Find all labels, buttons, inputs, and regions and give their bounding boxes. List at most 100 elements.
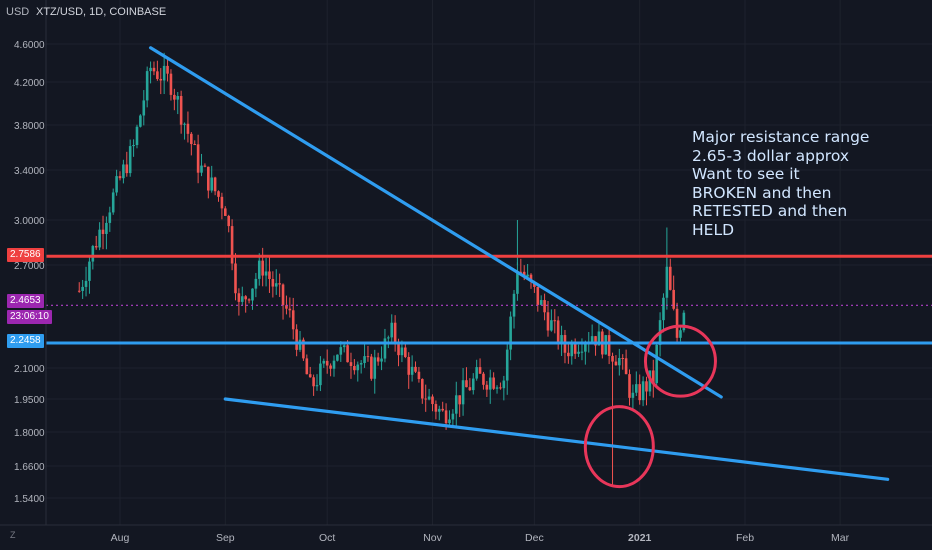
candle-body (370, 356, 373, 379)
candle-body (509, 316, 512, 350)
candle-body (505, 349, 509, 381)
candle-body (132, 144, 135, 147)
candle-body (448, 419, 451, 424)
candle-body (488, 377, 492, 390)
candle-body (336, 354, 339, 361)
candle-body (550, 320, 553, 331)
candle-body (173, 94, 176, 100)
candle-body (322, 360, 326, 364)
candle-body (465, 380, 468, 388)
candle-body (139, 115, 142, 127)
candle-body (407, 356, 411, 375)
candle-body (111, 192, 115, 213)
candle-body (556, 320, 560, 345)
candle-body (115, 176, 118, 193)
candle-body (573, 344, 577, 354)
y-tick-label: 4.6000 (14, 40, 45, 51)
candle-body (339, 347, 343, 355)
candle-body (274, 283, 278, 287)
candle-body (444, 410, 448, 424)
candle-body (672, 289, 675, 309)
candle-body (421, 379, 424, 399)
candle-body (101, 229, 105, 234)
candle-body (662, 297, 665, 321)
candle-body (485, 384, 489, 390)
candle-body (305, 358, 309, 375)
candle-body (512, 293, 516, 317)
candle-body (149, 67, 152, 72)
candle-body (366, 356, 370, 358)
candle-body (624, 358, 628, 375)
annotation-text: Major resistance range 2.65-3 dollar app… (692, 128, 869, 239)
candle-body (458, 395, 461, 405)
candle-body (529, 274, 533, 282)
candle-body (291, 310, 295, 330)
candle-body (454, 395, 458, 414)
candle-body (251, 288, 254, 301)
candle-body (417, 371, 421, 380)
candle-body (325, 360, 329, 366)
candle-body (308, 374, 312, 378)
candle-body (230, 226, 234, 264)
candle-body (298, 339, 302, 350)
candle-body (81, 286, 84, 292)
candle-body (166, 65, 169, 74)
candle-body (135, 126, 139, 145)
candle-body (247, 299, 251, 301)
candle-body (387, 337, 390, 339)
candle-body (271, 278, 275, 287)
annotation-line: Want to see it (692, 165, 800, 183)
candle-body (329, 365, 332, 369)
y-tick-label: 1.6600 (14, 462, 45, 473)
annotation-line: Major resistance range (692, 128, 870, 146)
x-tick-label: 2021 (628, 532, 652, 544)
candle-body (302, 339, 305, 359)
candle-body (441, 408, 444, 411)
candle-body (475, 367, 478, 379)
candle-body (268, 271, 271, 279)
candle-body (635, 384, 638, 393)
candle-body (404, 347, 407, 357)
candle-body (353, 365, 356, 371)
trendline[interactable] (223, 397, 890, 481)
candle-body (319, 363, 322, 386)
candle-body (584, 343, 587, 352)
candle-body (461, 380, 465, 405)
candle-body (190, 133, 193, 145)
candle-body (434, 404, 438, 412)
candle-body (261, 260, 264, 276)
candle-body (356, 364, 360, 371)
candle-body (570, 344, 574, 357)
candle-body (176, 96, 180, 100)
candle-body (346, 345, 349, 363)
x-tick-label: Feb (736, 532, 754, 544)
y-tick-label: 3.0000 (14, 216, 45, 227)
candle-body (84, 280, 88, 287)
symbol-title[interactable]: XTZ/USD, 1D, COINBASE (36, 6, 167, 18)
candle-body (169, 73, 173, 95)
candle-body (281, 284, 285, 306)
candle-body (553, 320, 557, 322)
candle-body (237, 293, 241, 302)
y-tick-label: 1.8000 (14, 428, 45, 439)
resistance-price-tag: 2.7586 (7, 248, 44, 262)
candle-body (196, 144, 200, 173)
highlight-circle[interactable] (643, 324, 717, 398)
candle-body (668, 266, 672, 290)
trendline[interactable] (148, 46, 723, 399)
candle-body (105, 222, 108, 234)
candle-body (179, 96, 183, 125)
candle-body (597, 331, 601, 346)
candle-body (332, 360, 336, 369)
highlight-circle[interactable] (583, 405, 655, 489)
timezone-icon[interactable]: Z (10, 530, 16, 540)
candle-body (499, 387, 502, 389)
candle-body (349, 362, 353, 366)
candle-body (376, 357, 380, 362)
candle-body (98, 229, 101, 248)
candle-body (516, 271, 519, 294)
candle-body (125, 164, 129, 174)
y-tick-label: 1.5400 (14, 494, 45, 505)
candle-body (519, 271, 523, 273)
